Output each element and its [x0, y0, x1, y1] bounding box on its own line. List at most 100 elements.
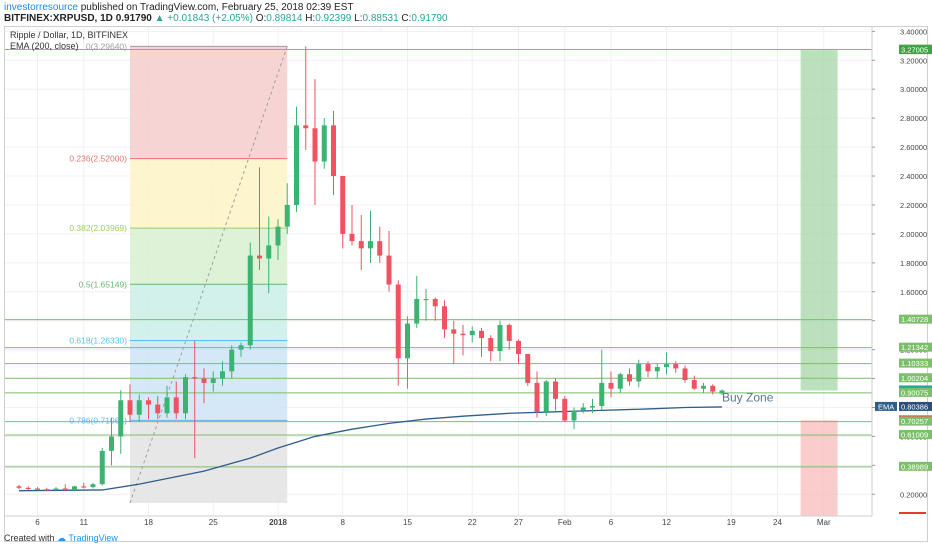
fib-level-label: 0.5(1.65149)	[79, 279, 127, 289]
tradingview-brand[interactable]: TradingView	[68, 533, 118, 543]
price-label-tag: 0.61009	[899, 429, 932, 439]
fib-level-label: 0.382(2.03969)	[69, 223, 127, 233]
candle-body-down	[377, 241, 383, 256]
price-tick-label: 3.20000	[900, 56, 927, 65]
candle-body-down	[451, 329, 457, 334]
price-tick-label: 0.20000	[900, 490, 927, 499]
time-tick-label: 11	[80, 518, 89, 527]
open-value: 0.89814	[266, 13, 303, 24]
candle-body-down	[62, 488, 68, 490]
candle-body-down	[386, 255, 392, 285]
candle-body-up	[99, 450, 105, 485]
time-tick-label: Mar	[817, 518, 831, 527]
created-with-text: Created with	[4, 533, 55, 543]
time-tick-label: 6	[609, 518, 614, 527]
candle-body-up	[701, 385, 706, 389]
candle-body-down	[201, 378, 207, 383]
candle-body-down	[146, 400, 151, 405]
time-tick-label: 24	[773, 518, 782, 527]
author-link[interactable]: investorresource	[4, 2, 78, 13]
time-tick-label: 6	[35, 518, 40, 527]
price-label-text: 1.40728	[901, 315, 928, 324]
price-label-tag: 1.00204	[899, 373, 932, 383]
candle-body-up	[210, 378, 216, 383]
price-label-bg	[899, 461, 932, 471]
time-tick-label: 25	[209, 518, 218, 527]
target-zone-green	[800, 50, 838, 391]
candle-body-down	[331, 125, 336, 177]
candle-body-up	[136, 400, 142, 415]
candle-body-down	[562, 398, 568, 421]
candle-body-down	[488, 338, 494, 352]
price-label-tag: 1.21342	[899, 342, 932, 352]
last-price: 0.91790	[115, 13, 152, 24]
candle-body-up	[118, 400, 124, 437]
candle-body-up	[294, 125, 299, 205]
ema-line	[18, 406, 723, 492]
candle-body-up	[266, 245, 272, 259]
footer: Created with ☁ TradingView	[4, 533, 118, 544]
high-value: 0.92399	[315, 13, 352, 24]
symbol-line: BITFINEX:XRPUSD, 1D 0.91790 ▲ +0.01843 (…	[4, 13, 448, 24]
candle-body-up	[247, 255, 253, 346]
candle-body-down	[257, 255, 262, 259]
price-label-text: 1.00204	[901, 374, 928, 383]
candle-body-down	[358, 241, 364, 249]
price-tick-label: 1.80000	[900, 259, 927, 268]
price-label-bg	[899, 401, 932, 411]
candle-body-down	[645, 364, 651, 372]
candle-body-down	[608, 382, 614, 389]
price-tick-label: 2.00000	[900, 230, 927, 239]
price-label-bg	[899, 45, 932, 55]
candle-body-down	[81, 486, 87, 488]
price-label-tag: 1.10333	[899, 358, 932, 368]
price-label-text: 1.21342	[901, 343, 928, 352]
fib-trend-line	[129, 46, 288, 504]
candle-body-down	[479, 330, 484, 339]
candle-body-down	[349, 233, 355, 242]
stop-zone-red	[800, 420, 838, 516]
candle-body-down	[155, 404, 161, 414]
candle-body-up	[220, 371, 225, 379]
candle-body-up	[571, 410, 577, 421]
candle-body-up	[321, 125, 327, 162]
candle-body-up	[164, 397, 170, 414]
price-label-bg	[899, 429, 932, 439]
candle-body-up	[543, 381, 549, 412]
candle-body-down	[627, 374, 632, 382]
publisher-line: investorresource published on TradingVie…	[4, 2, 353, 13]
time-tick-label: 27	[514, 518, 523, 527]
candle-body-down	[127, 400, 133, 415]
candle-body-up	[580, 407, 586, 411]
price-tick-label: 3.40000	[900, 27, 927, 36]
price-label-tag: 0.80386	[899, 401, 932, 411]
candle-body-down	[534, 382, 540, 412]
symbol: BITFINEX:XRPUSD, 1D	[4, 13, 113, 24]
candle-body-down	[460, 333, 466, 336]
candle-body-up	[368, 241, 373, 249]
price-label-bg	[899, 416, 932, 426]
price-label-tag: 0.38989	[899, 461, 932, 471]
price-label-bg	[899, 314, 932, 324]
candle-body-down	[553, 381, 558, 399]
candle-body-down	[35, 488, 40, 490]
price-label-tag: 1.40728	[899, 314, 932, 324]
indicator-legend[interactable]: EMA (200, close)	[10, 41, 79, 51]
ema-tag-text: EMA	[878, 402, 894, 411]
time-tick-label: Feb	[558, 518, 572, 527]
candle-body-down	[516, 340, 521, 354]
fib-band	[130, 46, 288, 159]
candle-body-up	[719, 390, 725, 394]
chart-frame	[4, 26, 928, 542]
price-tick-label: 2.80000	[900, 114, 927, 123]
candle-body-up	[405, 323, 410, 359]
price-tick-label: 2.40000	[900, 172, 927, 181]
time-tick-label: 2018	[269, 518, 287, 527]
price-label-text: 0.70257	[901, 417, 928, 426]
fib-band	[130, 420, 288, 503]
fib-band	[130, 158, 288, 229]
candle-body-up	[275, 226, 281, 246]
candle-body-down	[525, 353, 531, 383]
candle-body-down	[192, 377, 198, 379]
